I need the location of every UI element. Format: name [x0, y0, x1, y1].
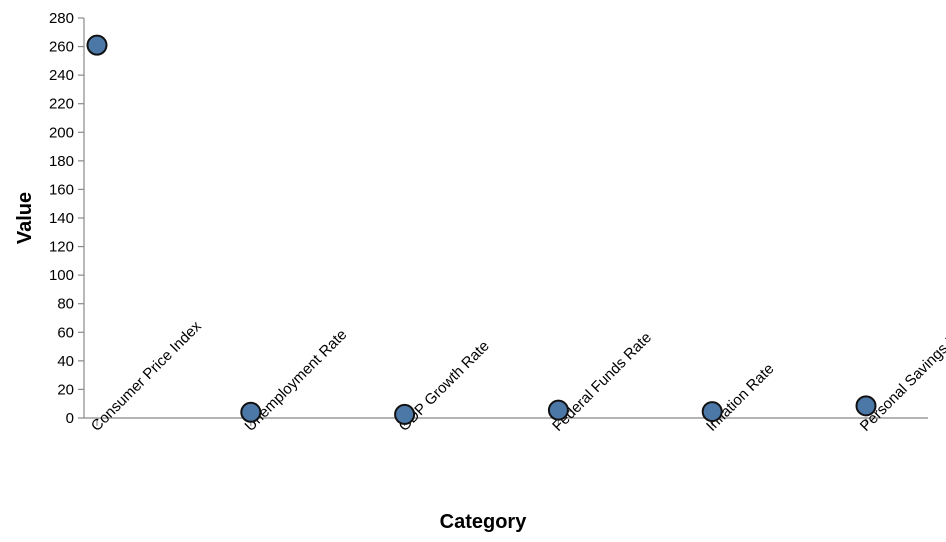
- x-tick-label: Consumer Price Index: [88, 318, 205, 435]
- x-tick-label: Federal Funds Rate: [549, 329, 655, 435]
- y-tick-label: 80: [57, 296, 74, 313]
- y-tick-label: 0: [66, 410, 74, 427]
- data-point[interactable]: [855, 395, 877, 417]
- y-tick-label: 140: [49, 210, 74, 227]
- data-points: [86, 34, 877, 425]
- y-tick-label: 100: [49, 267, 74, 284]
- data-point[interactable]: [547, 399, 569, 421]
- data-point[interactable]: [701, 401, 723, 423]
- y-tick-label: 120: [49, 239, 74, 256]
- y-tick-label: 20: [57, 381, 74, 398]
- y-axis: 0 20 40 60 80 100 120 140 160 180 200 220 240 260 280: [49, 10, 85, 427]
- y-axis-title: Value: [14, 192, 36, 244]
- data-point[interactable]: [86, 34, 108, 56]
- y-tick-label: 160: [49, 181, 74, 198]
- x-tick-label: Personal Savings Rate: [857, 315, 946, 435]
- x-tick-label: Inflation Rate: [703, 360, 778, 435]
- data-point[interactable]: [240, 401, 262, 423]
- y-tick-label: 180: [49, 153, 74, 170]
- y-tick-label: 40: [57, 353, 74, 370]
- x-axis-title: Category: [440, 511, 528, 533]
- data-point[interactable]: [394, 403, 416, 425]
- y-tick-label: 60: [57, 324, 74, 341]
- y-tick-label: 220: [49, 96, 74, 113]
- y-tick-label: 280: [49, 10, 74, 27]
- y-tick-label: 200: [49, 124, 74, 141]
- y-tick-label: 260: [49, 39, 74, 56]
- x-axis: Consumer Price Index Unemployment Rate GDP…: [84, 315, 946, 435]
- y-tick-label: 240: [49, 67, 74, 84]
